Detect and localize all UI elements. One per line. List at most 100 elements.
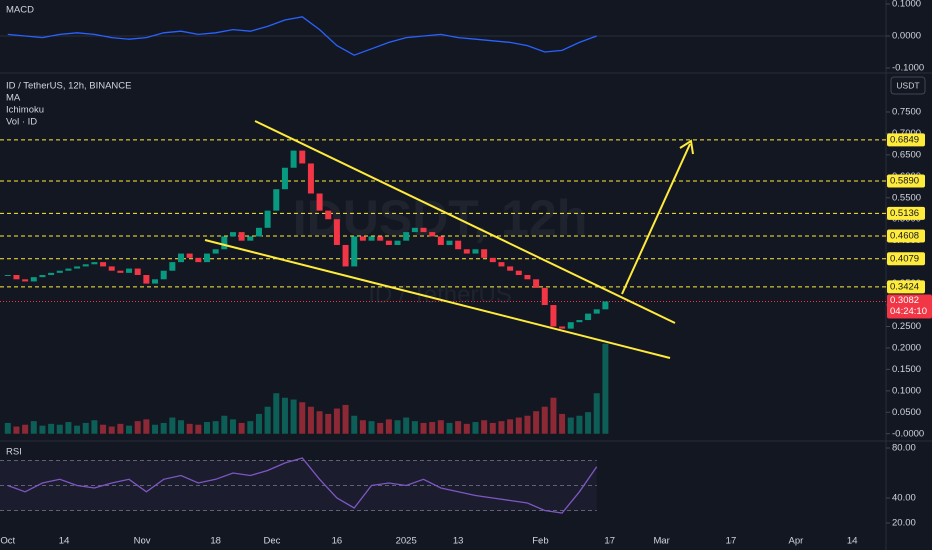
level-tag [887,206,925,220]
volume-bar [394,420,401,434]
y-tick-label: 0.0000 [892,31,921,42]
volume-bar [316,411,323,434]
candle-body [377,236,384,241]
x-tick-label: Oct [0,536,15,547]
volume-bar [411,421,418,434]
candle-body [559,326,566,329]
drawings [204,120,694,359]
candle-body [368,236,375,241]
y-tick-label: 0.0500 [892,407,921,418]
x-tick-label: Dec [263,536,280,547]
volume-bar [160,422,167,434]
volume-bar [22,424,29,434]
indicator-legend: MA [6,93,21,104]
candle-body [255,227,262,237]
volume-bar [307,406,314,434]
candle-body [39,275,46,278]
candle-body [13,275,20,280]
x-tick-label: 18 [210,536,221,547]
volume-bar [351,415,358,434]
arrow-head [679,139,694,155]
volume-bar [550,397,557,434]
candle-body [212,249,219,254]
level-tag [887,280,925,294]
volume-bar [212,421,219,434]
candle-body [238,232,245,241]
candle-body [264,210,271,228]
candle-body [325,210,332,220]
candle-body [585,313,592,321]
pane-title: MACD [6,5,34,16]
volume-bar [273,393,280,434]
volume-bar [299,402,306,434]
y-tick-label: 0.1000 [892,385,921,396]
candle-body [4,275,11,277]
y-tick-label: 40.00 [892,493,916,504]
volume-bar [359,420,366,434]
volume-bar [134,421,141,434]
volume-bar [481,420,488,434]
volume-bar [333,408,340,434]
candle-body [169,262,176,271]
candle-body [333,219,340,245]
volume-bar [385,419,392,434]
label-layer: MACD ID / TetherUS, 12h, BINANCEMAIchimok… [0,5,932,547]
volume-bar [238,422,245,434]
candle-body [411,227,418,233]
volume-bar [507,419,514,434]
watermark-sub: ID / TetherUS [368,281,512,308]
level-tag [887,133,925,147]
candle-body [351,236,358,267]
candle-body [437,236,444,245]
volume-bar [186,423,193,434]
volume-bar [567,417,574,434]
volume-bar [30,421,37,434]
volume-bar [229,419,236,434]
level-tag-label: 0.5890 [890,176,919,187]
volume-bar [602,343,609,434]
candle-body [56,270,63,273]
candle-body [30,277,37,282]
y-tick-label: 0.2000 [892,342,921,353]
volume-bar [108,426,115,434]
volume-bar [429,422,436,434]
candle-body [567,322,574,329]
volume-bar [498,421,505,434]
volume-bar [368,421,375,434]
candle-body [576,320,583,323]
volume-bar [342,404,349,434]
volume-bar [39,425,46,434]
level-tag [887,229,925,243]
volume-bar [377,422,384,434]
candle-body [463,249,470,254]
volume-bar [533,411,540,434]
candle-body [229,232,236,237]
x-tick-label: 2025 [396,536,417,547]
volume-bar [255,413,262,434]
candle-body [143,275,150,284]
y-tick-label: -0.1000 [892,63,924,74]
candle-body [178,253,185,263]
candle-body [489,257,496,263]
candle-body [316,193,323,211]
candle-body [359,236,366,241]
volume-bar [463,423,470,434]
volume-bar [126,425,133,434]
x-tick-label: 17 [604,536,615,547]
last-price-tag [887,294,932,319]
candle-body [446,240,453,245]
candle-body [126,268,133,273]
volume-bar [455,421,462,434]
x-tick-label: Mar [653,536,669,547]
indicator-line [7,16,597,56]
candle-body [160,270,167,280]
y-tick-label: 20.00 [892,518,916,529]
candle-body [403,232,410,241]
volume-bar [489,422,496,434]
volume-bar [82,422,89,434]
candle-body [186,253,193,258]
last-price-label: 0.3082 [890,295,919,306]
x-tick-label: 14 [59,536,70,547]
candle-body [429,232,436,237]
